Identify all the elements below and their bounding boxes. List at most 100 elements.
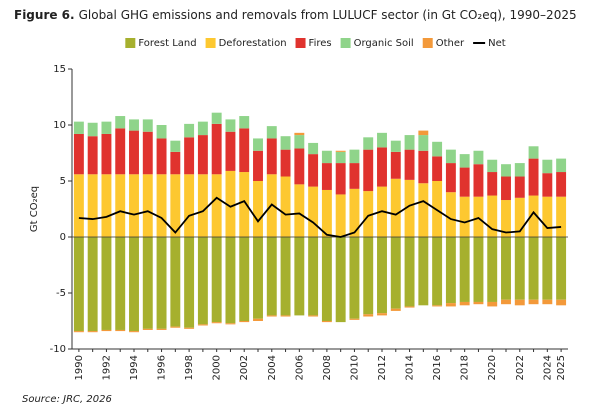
legend: Forest Land Deforestation Fires Organic Soi… xyxy=(125,38,506,49)
bar-segment xyxy=(239,321,250,323)
y-tick-label: 0 xyxy=(60,232,66,243)
bar-segment xyxy=(321,189,332,237)
chart-title-line: Figure 6. Global GHG emissions and remova… xyxy=(14,8,577,22)
bar-segment xyxy=(514,176,525,198)
bar-segment xyxy=(197,135,208,175)
bar-segment xyxy=(487,195,498,237)
bar-segment xyxy=(225,323,236,325)
bar-segment xyxy=(225,170,236,237)
bar-segment xyxy=(101,174,112,237)
bar-segment xyxy=(101,237,112,330)
bar-segment xyxy=(211,112,222,124)
bar-segment xyxy=(156,328,167,330)
bar-segment xyxy=(101,121,112,134)
bar-segment xyxy=(514,163,525,177)
bar-segment xyxy=(184,237,195,328)
bar-segment xyxy=(115,174,126,237)
bar-segment xyxy=(321,150,332,164)
bar-segment xyxy=(556,299,567,306)
bar-segment xyxy=(211,174,222,237)
bar-segment xyxy=(266,315,277,317)
bar-segment xyxy=(184,174,195,237)
bar-segment xyxy=(390,178,401,237)
x-tick-label: 2012 xyxy=(377,355,388,380)
bar-segment xyxy=(170,174,181,237)
x-tick-label: 2006 xyxy=(294,355,305,380)
bar-segment xyxy=(514,237,525,300)
bar-segment xyxy=(487,301,498,307)
bar-segment xyxy=(211,322,222,324)
bar-segment xyxy=(294,148,305,185)
bar-segment xyxy=(73,237,84,332)
bar-segment xyxy=(473,237,484,302)
bar-segment xyxy=(211,237,222,323)
bar-segment xyxy=(542,196,553,237)
bar-segment xyxy=(501,299,511,305)
bar-segment xyxy=(335,151,346,164)
bar-segment xyxy=(142,328,153,330)
legend-label: Deforestation xyxy=(219,38,287,49)
source: Source: JRC, 2026 xyxy=(22,394,112,405)
bar-segment xyxy=(294,184,305,237)
bar-segment xyxy=(197,237,208,325)
bar-segment xyxy=(445,237,456,304)
bar-segment xyxy=(528,237,539,300)
x-tick-label: 2008 xyxy=(322,355,333,380)
bar-segment xyxy=(363,191,374,237)
y-tick-label: 5 xyxy=(60,176,66,187)
bar-segment xyxy=(280,136,291,150)
bar-segment xyxy=(156,138,167,175)
bar-segment xyxy=(542,159,553,174)
y-axis-label: Gt CO₂eq xyxy=(29,186,40,232)
bar-segment xyxy=(321,321,332,323)
bar-segment xyxy=(335,237,346,323)
bar-segment xyxy=(501,176,511,201)
bar-segment xyxy=(253,150,263,181)
bar-segment xyxy=(556,172,567,197)
x-tick-label: 2018 xyxy=(460,355,471,380)
bar-segment xyxy=(432,181,443,237)
bar-segment xyxy=(528,146,539,159)
x-tick-label: 2000 xyxy=(212,355,223,380)
bar-segment xyxy=(459,237,470,302)
bar-segment xyxy=(335,194,346,237)
bar-segment xyxy=(253,318,263,321)
bar-segment xyxy=(418,183,429,237)
bar-segment xyxy=(473,150,484,165)
bar-segment xyxy=(197,324,208,326)
bar-segment xyxy=(142,174,153,237)
bar-segment xyxy=(487,237,498,302)
x-tick-label: 2002 xyxy=(239,355,250,380)
x-tick-label: 1992 xyxy=(101,355,112,380)
bar-segment xyxy=(390,151,401,179)
x-tick-label: 2014 xyxy=(405,355,416,380)
legend-label: Organic Soil xyxy=(354,38,414,49)
bar-segment xyxy=(459,196,470,237)
bar-segment xyxy=(87,331,98,333)
legend-swatch xyxy=(205,38,216,48)
bar-segment xyxy=(308,237,319,316)
bar-segment xyxy=(294,237,305,316)
bar-segment xyxy=(528,158,539,196)
legend-swatch xyxy=(340,38,351,48)
bar-segment xyxy=(197,174,208,237)
bar-segment xyxy=(404,306,415,308)
bar-segment xyxy=(294,135,305,149)
bar-segment xyxy=(556,196,567,237)
bar-segment xyxy=(432,141,443,157)
bar-segment xyxy=(73,121,84,134)
bar-segment xyxy=(225,131,236,171)
bar-segment xyxy=(501,164,511,177)
bar-segment xyxy=(418,130,429,136)
bar-segment xyxy=(115,116,126,129)
bar-segment xyxy=(239,128,250,173)
bar-segment xyxy=(349,163,360,189)
bar-segment xyxy=(473,301,484,305)
bar-segment xyxy=(404,135,415,150)
chart-title: Global GHG emissions and removals from L… xyxy=(79,8,577,22)
bar-segment xyxy=(156,125,167,139)
legend-label: Other xyxy=(436,38,465,49)
bar-segment xyxy=(170,326,181,328)
bar-segment xyxy=(294,132,305,136)
